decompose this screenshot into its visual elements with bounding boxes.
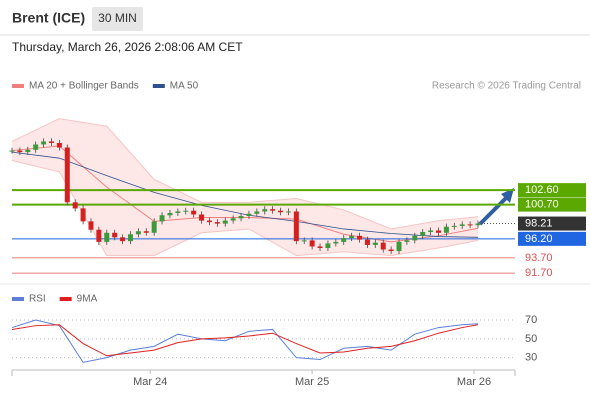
candle — [285, 211, 291, 213]
candle — [120, 237, 126, 242]
timeframe[interactable]: 30 MIN — [98, 11, 137, 25]
y-tick-label: 50 — [525, 333, 537, 345]
candle — [428, 230, 434, 233]
candle — [436, 230, 442, 233]
x-tick-label: Mar 26 — [457, 376, 491, 388]
candle — [293, 211, 299, 242]
timeframe-badge[interactable] — [92, 7, 143, 31]
level-box — [518, 197, 586, 212]
legend-swatch — [12, 297, 24, 301]
candle — [48, 141, 54, 143]
candle — [357, 235, 363, 240]
candle — [127, 234, 133, 242]
candle — [80, 208, 86, 222]
arrow-head — [501, 188, 514, 203]
legend-label: 9MA — [77, 294, 98, 305]
x-tick-label: Mar 25 — [295, 376, 329, 388]
candle — [64, 147, 70, 203]
candle — [104, 232, 110, 242]
candle — [191, 210, 197, 215]
candle — [380, 242, 386, 250]
x-tick-label: Mar 24 — [133, 376, 167, 388]
candle — [451, 225, 457, 227]
legend-swatch — [152, 84, 165, 88]
forecast-arrow — [478, 194, 510, 226]
legend-swatch — [59, 297, 72, 301]
candle — [151, 221, 157, 233]
candle — [175, 211, 181, 213]
candle — [364, 239, 370, 245]
candle — [206, 220, 212, 223]
candle — [246, 213, 252, 217]
candle — [254, 211, 260, 214]
candle — [214, 222, 220, 224]
instrument-title: Brent (ICE) — [12, 10, 85, 26]
candle — [183, 210, 189, 212]
candle — [325, 243, 331, 248]
candle — [388, 249, 394, 252]
candle — [475, 223, 481, 226]
level-label: 96.20 — [525, 233, 553, 245]
rsi-line — [11, 319, 479, 363]
candle — [404, 240, 410, 242]
candle — [230, 218, 236, 221]
candle — [341, 238, 347, 242]
candle — [41, 141, 47, 145]
candle — [9, 150, 15, 152]
candle — [72, 202, 78, 209]
candle — [372, 242, 378, 245]
candle — [333, 241, 339, 244]
level-label: 93.70 — [525, 252, 553, 264]
candle — [396, 241, 402, 252]
candle — [301, 240, 307, 242]
candle — [159, 215, 165, 222]
candle — [88, 221, 94, 230]
rsi-line — [11, 324, 479, 357]
level-box — [518, 183, 586, 198]
level-label: 100.70 — [525, 199, 559, 211]
legend-label: MA 20 + Bollinger Bands — [29, 81, 139, 92]
candle — [270, 209, 276, 211]
candle — [17, 150, 23, 153]
candle — [278, 210, 284, 213]
candle — [56, 142, 62, 148]
source: Research © 2026 Trading Central — [432, 81, 581, 92]
candle — [33, 144, 39, 150]
legend-swatch — [12, 84, 24, 88]
bollinger-band — [12, 118, 478, 256]
legend-label: MA 50 — [170, 81, 199, 92]
y-tick-label: 70 — [525, 314, 537, 326]
candle — [467, 224, 473, 226]
candle — [135, 231, 141, 235]
level-label: 98.21 — [525, 217, 553, 229]
candle — [309, 240, 315, 247]
candle — [199, 214, 205, 221]
candle — [420, 232, 426, 236]
level-box — [518, 216, 586, 231]
candle — [96, 229, 102, 242]
candle — [25, 149, 31, 153]
level-box — [518, 231, 586, 246]
legend-label: RSI — [29, 294, 46, 305]
candle — [412, 235, 418, 241]
candle — [317, 246, 323, 248]
candle — [112, 232, 118, 238]
candle — [459, 224, 465, 226]
upper-line — [11, 118, 479, 230]
y-tick-label: 30 — [525, 352, 537, 364]
candle — [238, 216, 244, 219]
candle — [143, 231, 149, 233]
candle — [222, 220, 228, 224]
candle — [443, 226, 449, 233]
date: Thursday, March 26, 2026 2:08:06 AM CET — [12, 40, 243, 54]
candle — [262, 209, 268, 212]
candle — [349, 235, 355, 239]
candle — [167, 212, 173, 216]
level-label: 91.70 — [525, 267, 553, 279]
level-label: 102.60 — [525, 184, 559, 196]
